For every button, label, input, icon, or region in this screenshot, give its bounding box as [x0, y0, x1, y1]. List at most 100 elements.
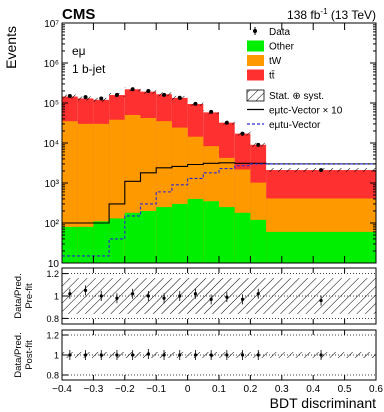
ratio-point-3	[115, 296, 119, 300]
y-tick-label-6: 10⁷	[44, 19, 59, 30]
ratio-point-7	[178, 353, 182, 357]
main-panel: 10 10² 10³ 10⁴ 10⁵ 10⁶ 10⁷	[44, 19, 377, 270]
ratio-y-tick-label-1: 1	[54, 292, 59, 302]
bar-other-0	[62, 226, 78, 263]
bar-other-6	[156, 207, 172, 263]
x-tick-label-5: 0.1	[212, 384, 226, 395]
signal-histograms	[62, 162, 376, 257]
bar-other-5	[140, 210, 157, 263]
ratio-point-2	[99, 294, 103, 298]
ratio-point-3	[115, 353, 119, 357]
bar-other-8	[187, 198, 204, 263]
ratio-point-1	[83, 288, 88, 292]
data-point-1	[83, 95, 88, 100]
x-tick-label-7: 0.3	[275, 384, 289, 395]
ratio-y-label-line2: Post-fit	[24, 340, 35, 370]
ratio-point-13	[319, 353, 323, 357]
ratio-point-8	[193, 353, 198, 357]
ratio-point-9	[209, 353, 213, 357]
ratio-point-1	[83, 353, 88, 357]
bar-other-9	[203, 201, 219, 263]
x-tick-label-10: 0.6	[369, 384, 383, 395]
ratio-point-11	[240, 353, 245, 357]
ratio-point-4	[131, 292, 135, 296]
legend-label-1: Other	[269, 42, 295, 53]
experiment-label: CMS	[62, 6, 95, 23]
data-point-0	[67, 93, 72, 98]
data-point-4	[130, 87, 135, 92]
bar-other-13	[266, 231, 376, 263]
lumi-label: 138 fb-1 (13 TeV)	[287, 7, 376, 22]
lumi-exponent: -1	[320, 7, 328, 16]
ratio-point-8	[193, 292, 198, 296]
x-tick-label-0: −0.4	[52, 384, 72, 395]
x-tick-label-2: −0.2	[115, 384, 135, 395]
legend-label-0: Data	[269, 27, 291, 38]
ratio-point-2	[99, 353, 103, 357]
bar-other-4	[124, 212, 141, 263]
ratio-point-0	[68, 292, 72, 296]
ratio-y-tick-label-2: 1.2	[46, 269, 59, 279]
signal-line-1	[62, 163, 376, 257]
y-tick-label-3: 10⁴	[44, 139, 59, 150]
data-point-13	[319, 168, 324, 173]
bar-other-3	[109, 218, 125, 263]
data-point-10	[224, 120, 229, 125]
y-tick-label-0: 10	[48, 259, 60, 270]
legend-swatch-1	[247, 40, 264, 52]
ratio-point-6	[162, 353, 166, 357]
ratio-point-0	[68, 353, 72, 357]
bar-other-2	[93, 221, 110, 263]
data-point-12	[256, 142, 261, 147]
lumi-value: 138 fb	[287, 8, 321, 22]
bar-other-11	[234, 212, 251, 263]
bar-other-7	[171, 203, 188, 263]
y-tick-label-5: 10⁶	[44, 59, 59, 70]
lumi-energy: (13 TeV)	[328, 8, 376, 22]
ratio-postfit-panel: 0.8 1 1.2 Data/Pred. Post-fit −0.4 −0.3 −0.2 −0.…	[13, 329, 383, 395]
x-tick-label-8: 0.4	[306, 384, 320, 395]
signal-line-0	[62, 162, 376, 224]
x-tick-label-6: 0.2	[243, 384, 257, 395]
legend-label-6: eμtc-Vector × 10	[269, 106, 343, 117]
bar-other-12	[250, 219, 267, 263]
legend-label-2: tW	[269, 56, 282, 67]
ratio-point-6	[162, 296, 166, 300]
legend-swatch-uncertainty	[246, 89, 265, 102]
ratio-y-tick-label-0: 0.8	[46, 314, 59, 324]
data-point-11	[240, 131, 245, 136]
ratio-prefit-panel: 0.8 1 1.2 Data/Pred. Pre-fit	[13, 267, 377, 325]
y-tick-label-4: 10⁵	[44, 99, 59, 110]
x-tick-label-4: 0	[185, 384, 191, 395]
ratio-y-tick-label-2: 1.2	[46, 331, 59, 341]
ratio-y-label-line1: Data/Pred.	[13, 273, 24, 318]
legend-swatch-2	[247, 55, 264, 66]
ratio-point-5	[146, 352, 150, 356]
legend-label-5: Stat. ⊕ syst.	[269, 91, 324, 102]
ratio-point-10	[225, 353, 229, 357]
x-tick-label-3: −0.1	[146, 384, 166, 395]
stacked-histogram	[62, 87, 376, 264]
legend-label-3: tt̄	[269, 69, 275, 81]
data-point-5	[146, 88, 151, 93]
data-point-9	[209, 109, 214, 114]
ratio-point-12	[256, 292, 260, 296]
data-point-6	[162, 92, 167, 97]
ratio-y-label-line2: Pre-fit	[24, 283, 35, 309]
ratio-point-7	[178, 294, 182, 298]
ratio-point-13	[319, 298, 323, 303]
x-axis-label: BDT discriminant	[270, 395, 376, 411]
ratio-band-1	[77, 278, 94, 314]
channel-label-flavor: eμ	[72, 44, 86, 58]
ratio-point-9	[209, 297, 213, 301]
data-point-7	[177, 95, 182, 100]
data-point-3	[114, 92, 119, 97]
ratio-y-tick-label-1: 1	[54, 351, 59, 361]
ratio-y-label-line1: Data/Pred.	[13, 332, 24, 377]
ratio-point-12	[256, 353, 260, 357]
ratio-point-4	[131, 353, 135, 357]
bar-other-10	[219, 207, 235, 263]
y-axis-label: Events	[3, 26, 19, 69]
y-tick-label-1: 10²	[45, 219, 60, 230]
